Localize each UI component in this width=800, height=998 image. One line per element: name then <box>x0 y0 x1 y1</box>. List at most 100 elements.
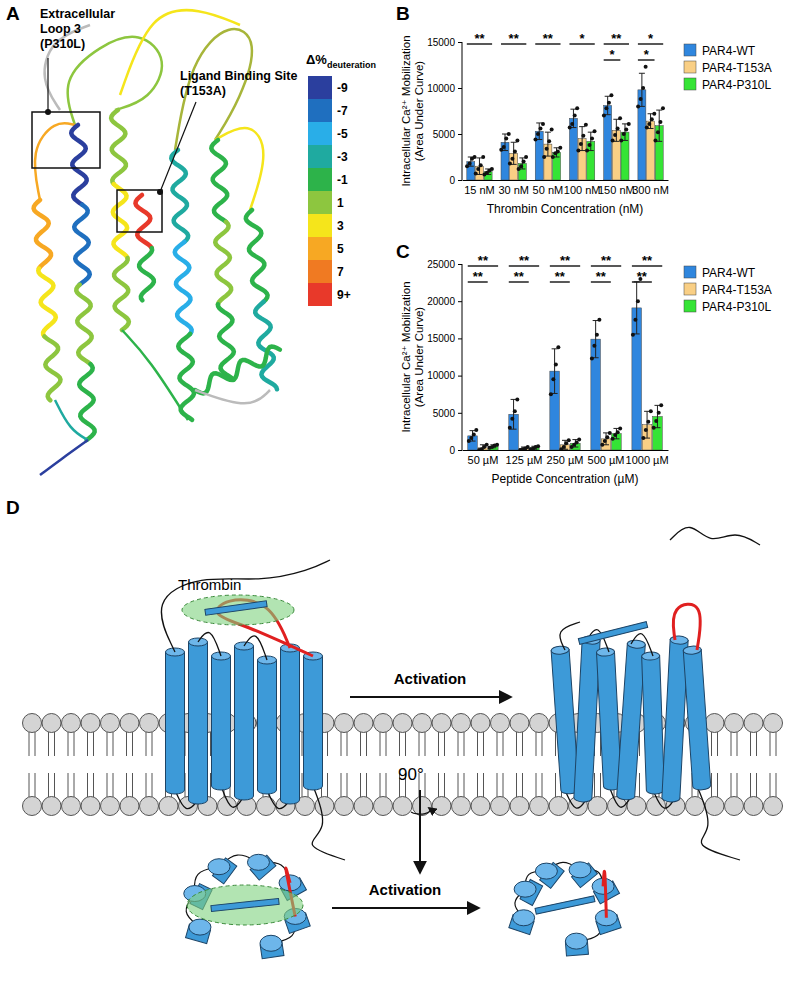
y-tick-label: 0 <box>449 445 455 456</box>
cylinder-body <box>683 650 711 791</box>
x-tick-label: 250 µM <box>547 454 584 466</box>
lipid-tail <box>600 773 601 797</box>
colorbar-cell <box>308 214 332 237</box>
lipid-head <box>42 714 61 733</box>
data-point <box>468 161 472 165</box>
lipid-tail <box>347 773 348 797</box>
ecl3-loop <box>603 871 606 917</box>
y-tick-label: 15000 <box>427 333 455 344</box>
data-point <box>652 426 656 430</box>
helix-cylinder <box>235 642 254 800</box>
data-point <box>515 397 519 401</box>
error-bar <box>502 134 508 151</box>
helix-ribbon <box>34 200 51 268</box>
annotation-text: Loop 3 <box>40 22 81 36</box>
bar-chart: 05000100001500015 nM30 nM50 nM100 nM150 … <box>400 31 772 216</box>
data-point <box>573 114 577 118</box>
significance-label: * <box>648 31 654 46</box>
data-point <box>581 134 585 138</box>
lipid-tail <box>750 732 751 756</box>
data-point <box>502 145 506 149</box>
lipid-head <box>374 714 393 733</box>
lipid-head <box>705 714 724 733</box>
helix-cylinder <box>212 652 231 790</box>
lipid-head <box>471 797 490 816</box>
error-bar-cap <box>639 73 645 74</box>
colorbar-label: 7 <box>337 265 344 279</box>
lipid-head <box>413 714 432 733</box>
data-point <box>562 445 566 449</box>
data-point <box>590 356 594 360</box>
callout-dot <box>45 109 51 115</box>
lipid-head <box>686 797 705 816</box>
y-tick: 15000 <box>427 37 462 48</box>
error-bar-stem <box>647 411 648 438</box>
helix-ribbon <box>246 210 268 302</box>
y-tick-mark <box>458 264 462 265</box>
panel-a: ExtracellularLoop 3(P310L)Ligand Binding… <box>32 7 376 475</box>
lipid-tail <box>54 732 55 756</box>
data-point <box>515 138 519 142</box>
colorbar-label: -1 <box>337 173 348 187</box>
bar <box>647 121 655 180</box>
error-bar-cap <box>511 429 517 430</box>
y-axis-title: (Area Under Curve) <box>413 307 425 408</box>
x-tick: 125 µM <box>506 450 543 466</box>
highlight-box <box>117 190 162 232</box>
lipid-tail <box>464 773 465 797</box>
helix-cylinder <box>281 644 300 804</box>
error-bar-stem <box>582 127 583 151</box>
annotation-text: Ligand Binding Site <box>180 69 297 83</box>
data-point <box>474 172 478 176</box>
data-point <box>533 138 537 142</box>
lipid-tail <box>497 773 498 797</box>
lipid-tail <box>464 732 465 756</box>
colorbar-label: 1 <box>337 196 344 210</box>
cylinder-top <box>642 652 660 661</box>
arrow-label: Activation <box>394 670 467 687</box>
data-point <box>604 106 608 110</box>
annotation-text: (P310L) <box>40 37 85 51</box>
colorbar-label: 3 <box>337 219 344 233</box>
y-axis-title: Intracellular Ca²⁺ Mobilization <box>400 281 412 432</box>
chain-loop <box>198 632 221 656</box>
data-point <box>602 114 606 118</box>
y-tick-mark <box>458 338 462 339</box>
data-point <box>538 126 542 130</box>
lipid-tail <box>522 732 523 756</box>
data-point <box>624 127 628 131</box>
lipid-tail <box>107 732 108 756</box>
lipid-tail <box>483 773 484 797</box>
error-bar-cap <box>552 348 558 349</box>
helix-cylinder <box>642 652 665 795</box>
lipid-head <box>81 714 100 733</box>
error-bar-cap <box>656 110 662 111</box>
lipid-tail <box>366 732 367 756</box>
helix-ribbon <box>195 347 280 394</box>
bar <box>612 434 622 450</box>
helix-top-face <box>247 854 269 870</box>
data-point <box>513 149 517 153</box>
helix-top-face <box>514 881 536 897</box>
lipid-tail <box>327 732 328 756</box>
error-bar-stem <box>636 282 637 334</box>
cylinder-body <box>597 652 622 791</box>
lipid-tail <box>152 773 153 797</box>
y-tick: 0 <box>449 175 462 186</box>
data-point <box>495 443 499 447</box>
colorbar-cell <box>308 237 332 260</box>
data-point <box>554 362 558 366</box>
helix-cylinder <box>616 640 645 801</box>
lipid-tail <box>536 732 537 756</box>
y-tick-label: 25000 <box>427 259 455 270</box>
lipid-tail <box>341 732 342 756</box>
helix-top-face <box>513 910 535 926</box>
lipid-head <box>471 714 490 733</box>
lipid-tail <box>711 732 712 756</box>
lipid-tail <box>347 732 348 756</box>
lipid-head <box>374 797 393 816</box>
lipid-tail <box>756 773 757 797</box>
helix-cylinder <box>574 636 601 803</box>
legend: PAR4-WTPAR4-T153APAR4-P310L <box>684 44 772 92</box>
helix-top-face <box>535 863 557 879</box>
